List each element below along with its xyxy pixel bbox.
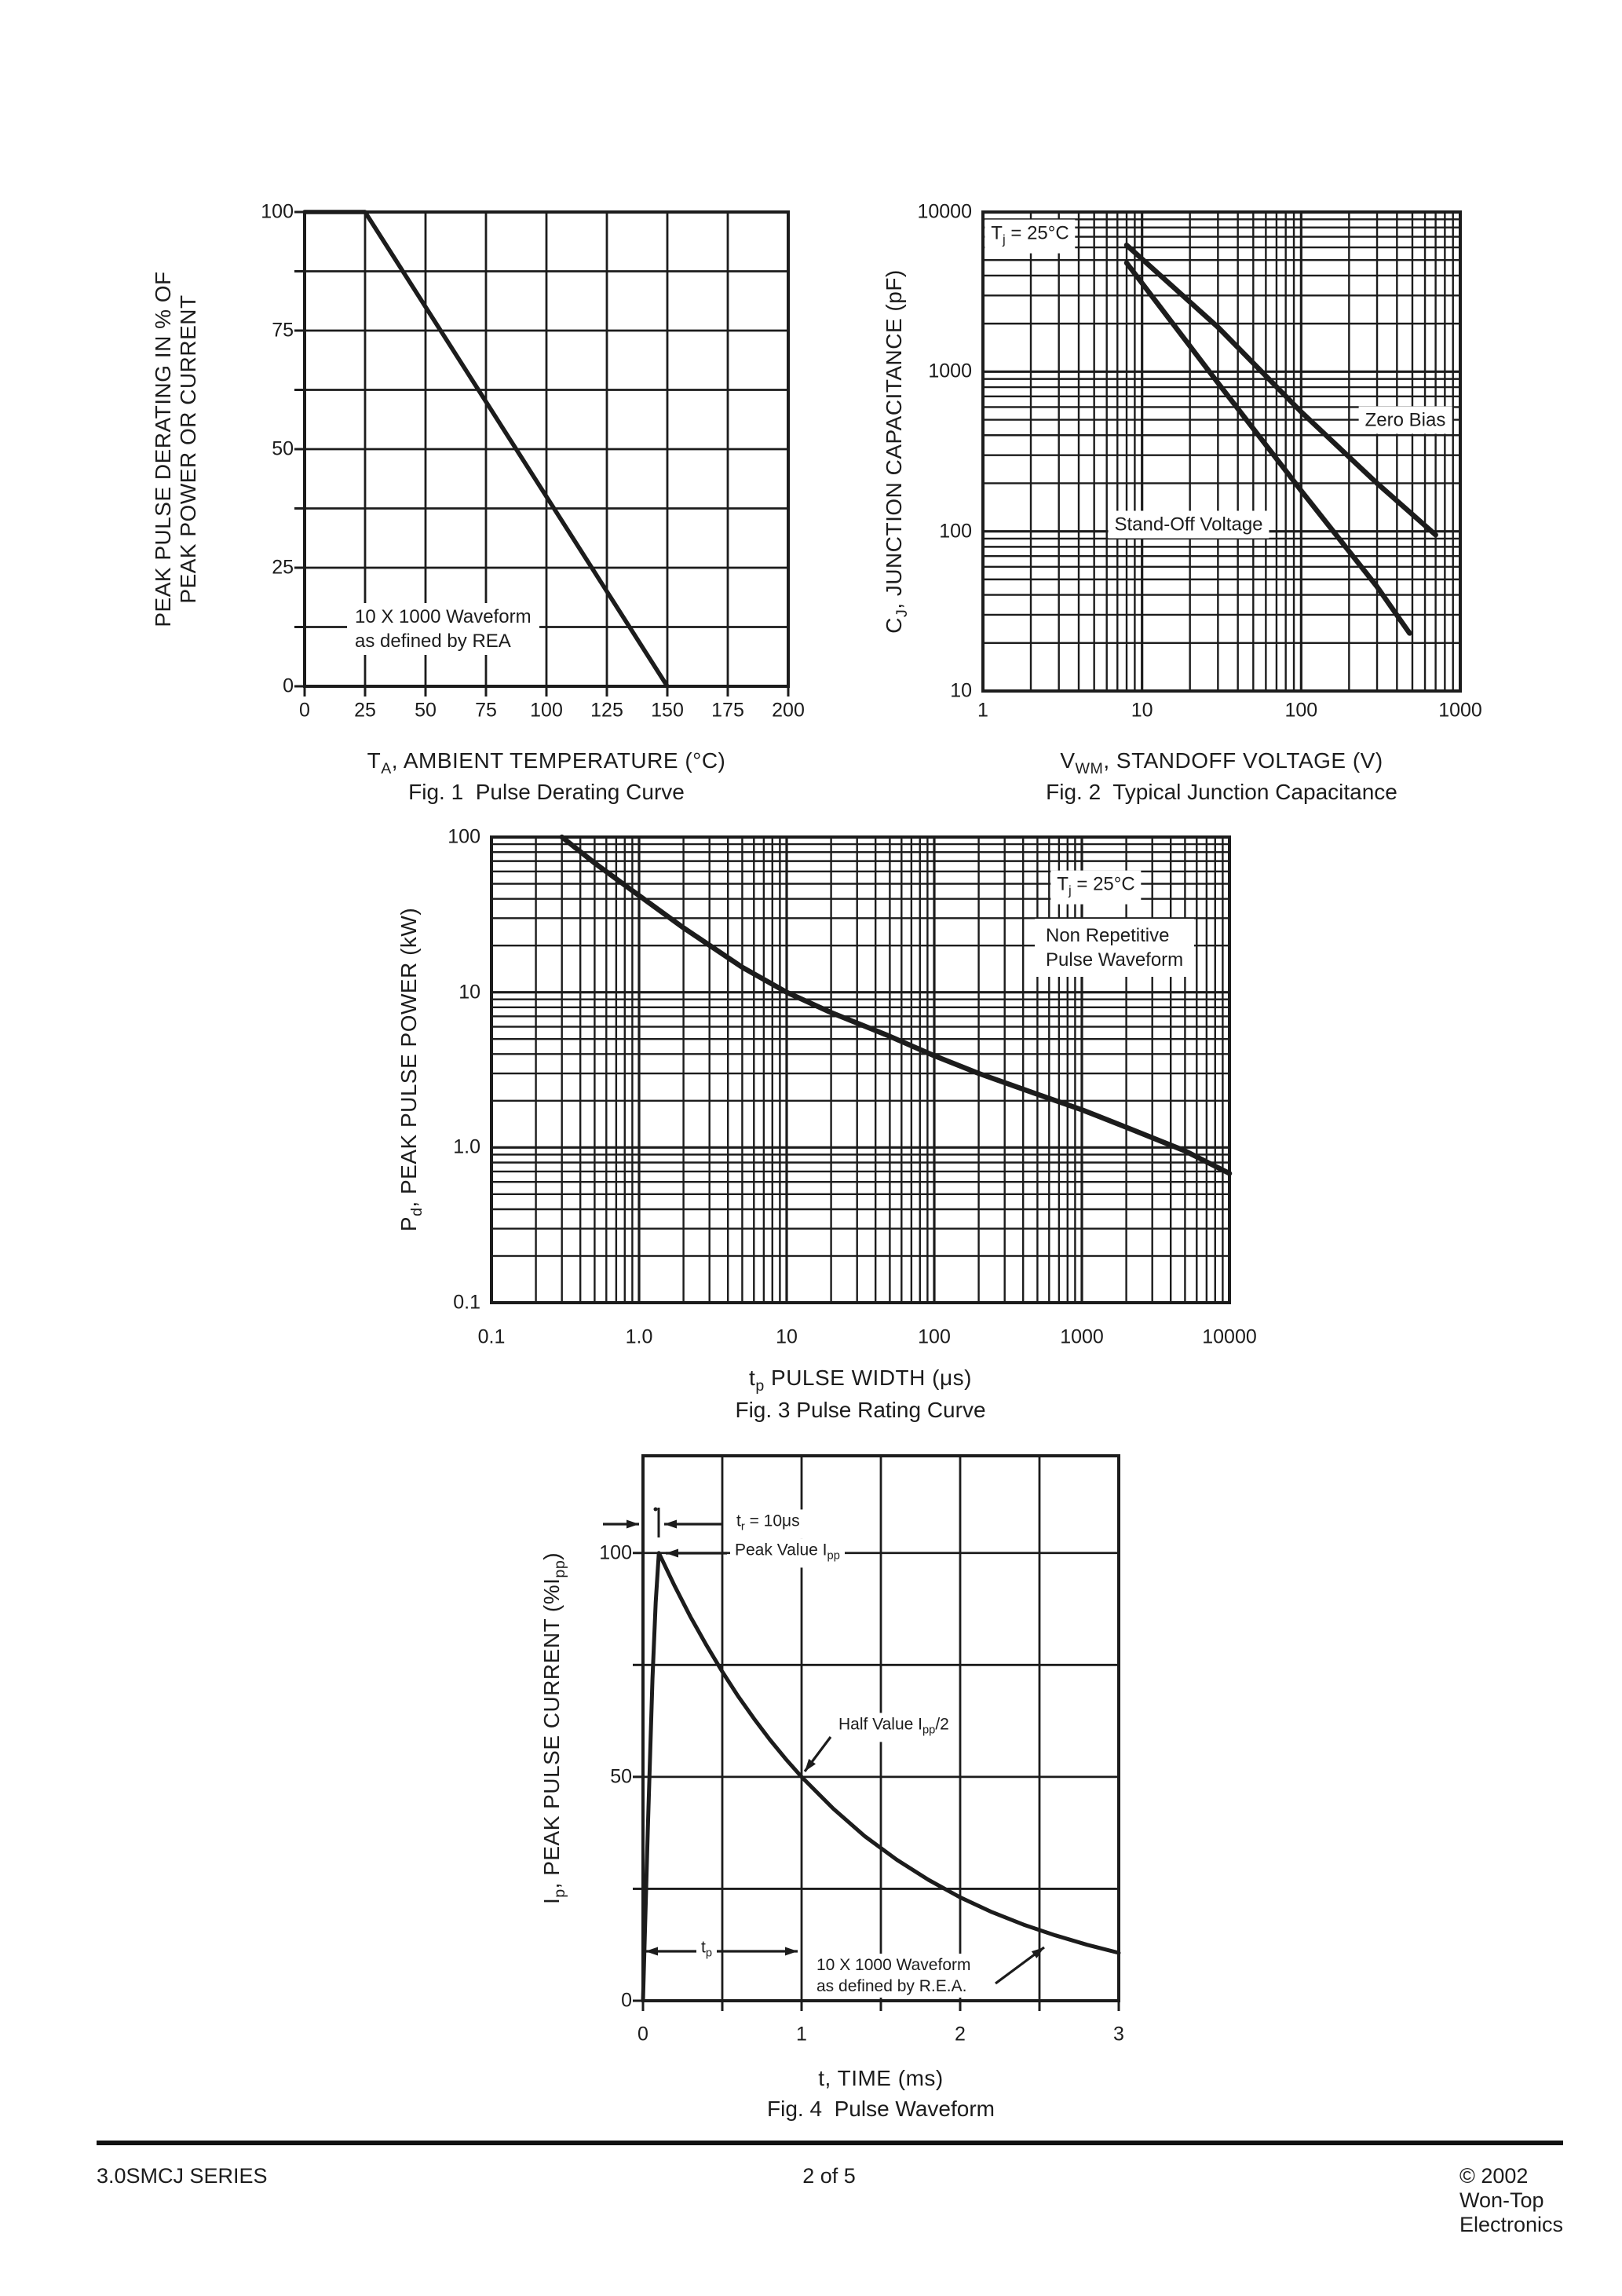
fig2-plot-border: [981, 210, 1462, 693]
fig1-x-tick-label: 0: [299, 699, 310, 722]
fig2-caption: Fig. 2 Typical Junction Capacitance: [1046, 780, 1397, 804]
fig4-caption: Fig. 4 Pulse Waveform: [767, 2097, 995, 2121]
fig1-waveform-annotation: 10 X 1000 Waveform as defined by REA: [347, 603, 539, 655]
fig2-standoff-voltage-label: Stand-Off Voltage: [1108, 510, 1269, 539]
fig1-y-tick-label: 75: [272, 319, 294, 342]
fig2-y-axis-label: CJ, JUNCTION CAPACITANCE (pF): [882, 269, 911, 634]
fig2-curve-zero-bias: [1123, 242, 1438, 538]
fig3-x-tick-label: 10: [776, 1325, 798, 1348]
fig3-plot-border: [490, 835, 1231, 1304]
fig4-tp-span-arrow-head: [645, 1947, 658, 1956]
fig1-x-tick-label: 75: [475, 699, 497, 722]
fig4-y-axis-label: Ip, PEAK PULSE CURRENT (%Ipp): [539, 1552, 568, 1905]
fig1-y-axis-label: PEAK PULSE DERATING IN % OF PEAK POWER OR…: [151, 271, 200, 627]
fig4-y-tick-label: 50: [610, 1765, 632, 1788]
fig3-x-tick-label: 1000: [1060, 1325, 1104, 1348]
fig1-x-tick-label: 50: [415, 699, 437, 722]
fig1-y-tick-label: 25: [272, 556, 294, 579]
fig3-temperature-condition: Tj = 25°C: [1050, 870, 1142, 905]
fig1-curve-derating: [302, 210, 670, 689]
fig4-y-tick-label: 0: [621, 1989, 632, 2012]
fig2-x-tick-label: 100: [1284, 699, 1318, 722]
fig1-caption: Fig. 1 Pulse Derating Curve: [408, 780, 685, 804]
fig2-x-tick-label: 1: [977, 699, 988, 722]
fig1-plot-border: [303, 210, 790, 688]
fig3-caption: Fig. 3 Pulse Rating Curve: [735, 1398, 986, 1422]
fig2-y-tick-label: 100: [939, 520, 972, 543]
fig1-x-tick-label: 175: [711, 699, 744, 722]
fig3-x-axis-label: tp PULSE WIDTH (μs): [749, 1366, 972, 1395]
fig4-x-tick-label: 1: [796, 2023, 807, 2046]
fig3-curve-pulse-rating: [559, 834, 1233, 1176]
fig4-marker-dot: [653, 1507, 658, 1512]
fig3-y-tick-label: 0.1: [453, 1291, 480, 1314]
fig4-curve-pulse-waveform: [641, 1551, 1121, 2003]
fig2-zero-bias-label: Zero Bias: [1358, 406, 1452, 434]
fig4-peak-arrow-head: [666, 1548, 678, 1558]
fig4-tp-span-arrow-head: [785, 1947, 798, 1956]
fig3-x-tick-label: 10000: [1202, 1325, 1257, 1348]
fig1-y-tick-label: 100: [261, 200, 294, 223]
fig3-x-tick-label: 100: [918, 1325, 951, 1348]
fig1-x-tick-label: 25: [354, 699, 376, 722]
fig1-y-tick-label: 0: [283, 675, 294, 697]
footer-rule: [97, 2141, 1563, 2145]
fig2-y-tick-label: 10: [950, 679, 972, 702]
footer-copyright: © 2002 Won-Top Electronics: [1459, 2164, 1563, 2236]
fig4-x-tick-label: 2: [955, 2023, 966, 2046]
fig1-x-tick-label: 100: [530, 699, 563, 722]
fig1-x-tick-label: 200: [772, 699, 805, 722]
fig4-pulse-width-annotation: tp: [696, 1936, 718, 1965]
fig2-x-axis-label: VWM, STANDOFF VOLTAGE (V): [1060, 748, 1383, 777]
fig3-y-axis-label: Pd, PEAK PULSE POWER (kW): [396, 907, 426, 1232]
fig4-tr-arrow-head: [664, 1519, 677, 1529]
fig4-rise-time-annotation: tr = 10μs: [732, 1509, 805, 1539]
fig4-waveform-arrow-head: [1031, 1947, 1044, 1958]
fig2-temperature-condition: Tj = 25°C: [985, 219, 1076, 254]
fig2-x-tick-label: 1000: [1438, 699, 1482, 722]
fig4-peak-value-annotation: Peak Value Ipp: [730, 1538, 845, 1568]
fig3-non-repetitive-note: Non Repetitive Pulse Waveform: [1035, 919, 1195, 977]
fig4-half-value-annotation: Half Value Ipp/2: [834, 1713, 954, 1742]
fig4-x-axis-label: t, TIME (ms): [818, 2066, 944, 2090]
footer-page-number: 2 of 5: [802, 2164, 856, 2188]
fig4-x-tick-label: 0: [637, 2023, 648, 2046]
fig4-y-tick-label: 100: [599, 1541, 632, 1564]
fig3-y-tick-label: 10: [458, 981, 480, 1004]
fig4-x-tick-label: 3: [1113, 2023, 1124, 2046]
footer-series-name: 3.0SMCJ SERIES: [97, 2164, 268, 2188]
fig1-x-tick-label: 150: [651, 699, 684, 722]
fig3-x-tick-label: 1.0: [625, 1325, 653, 1348]
fig4-plot-border: [641, 1454, 1120, 2002]
fig4-waveform-annotation: 10 X 1000 Waveform as defined by R.E.A.: [812, 1954, 976, 1998]
fig2-y-tick-label: 10000: [917, 200, 972, 223]
fig3-y-tick-label: 1.0: [453, 1135, 480, 1158]
fig1-x-tick-label: 125: [590, 699, 623, 722]
fig2-curve-stand-off-voltage: [1123, 260, 1412, 636]
fig3-y-tick-label: 100: [448, 825, 480, 848]
fig2-y-tick-label: 1000: [928, 360, 972, 382]
fig1-x-axis-label: TA, AMBIENT TEMPERATURE (°C): [367, 748, 726, 777]
fig4-tr-entry-arrow-head: [627, 1519, 639, 1529]
fig2-x-tick-label: 10: [1131, 699, 1153, 722]
fig1-y-tick-label: 50: [272, 437, 294, 460]
fig4-half-arrow-head: [805, 1758, 816, 1771]
fig3-x-tick-label: 0.1: [477, 1325, 506, 1348]
